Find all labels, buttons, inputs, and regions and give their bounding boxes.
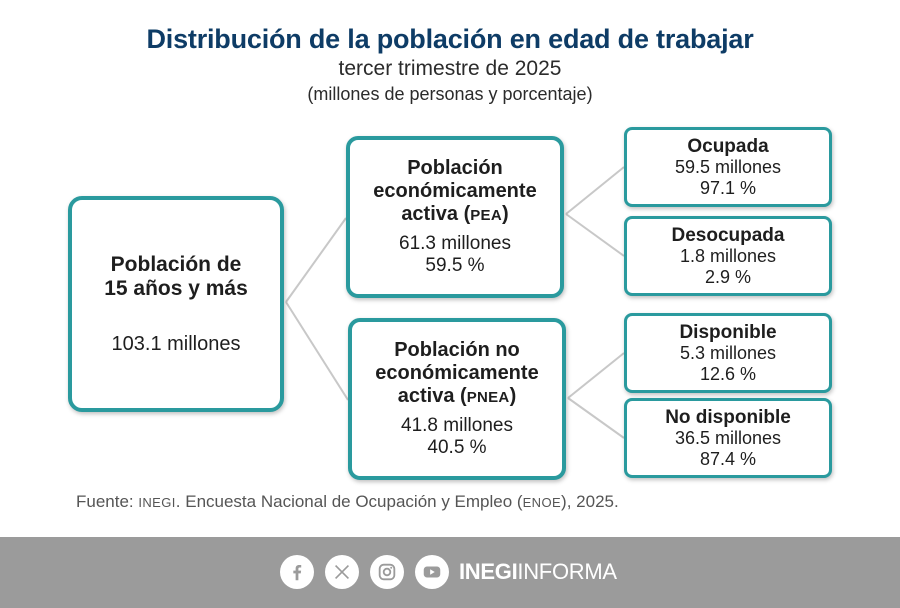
ocupada-value: 59.5 millones	[674, 156, 782, 177]
youtube-icon[interactable]	[415, 555, 449, 589]
footer-bar: INEGIINFORMA	[0, 537, 900, 608]
pnea-label-line1: Población no	[394, 339, 520, 361]
source-note: Fuente: INEGI. Encuesta Nacional de Ocup…	[76, 492, 619, 512]
pnea-percent: 40.5 %	[427, 437, 487, 458]
desocupada-percent: 2.9 %	[704, 266, 752, 287]
source-suffix: ), 2025.	[561, 492, 619, 511]
pnea-label-line3: activa (PNEA)	[398, 385, 516, 409]
pnea-abbr: PNEA	[466, 389, 510, 406]
x-icon[interactable]	[325, 555, 359, 589]
no-disponible-percent: 87.4 %	[699, 448, 757, 469]
source-org: INEGI	[138, 495, 176, 510]
ocupada-percent: 97.1 %	[699, 177, 757, 198]
desocupada-node-box: Desocupada 1.8 millones 2.9 %	[624, 216, 832, 296]
pea-label-line3: activa (PEA)	[401, 203, 508, 227]
connector-pnea-disponible	[567, 352, 625, 399]
pnea-value: 41.8 millones	[401, 415, 513, 436]
root-value: 103.1 millones	[111, 333, 241, 355]
facebook-icon[interactable]	[280, 555, 314, 589]
no-disponible-value: 36.5 millones	[674, 427, 782, 448]
ocupada-label: Ocupada	[687, 135, 769, 157]
pea-label-prefix: activa (	[401, 203, 471, 225]
pnea-node-box: Población no económicamente activa (PNEA…	[348, 318, 566, 480]
pea-value: 61.3 millones	[399, 233, 511, 254]
disponible-label: Disponible	[679, 321, 777, 343]
connector-pnea-nodisponible	[567, 397, 625, 439]
pea-node-box: Población económicamente activa (PEA) 61…	[346, 136, 564, 298]
pnea-label-line2: económicamente	[375, 362, 539, 384]
page-title: Distribución de la población en edad de …	[146, 24, 754, 54]
root-label-line1: Población de	[110, 253, 242, 276]
pea-label-line1: Población	[407, 157, 503, 179]
connector-pea-ocupada	[565, 166, 625, 215]
disponible-node-box: Disponible 5.3 millones 12.6 %	[624, 313, 832, 393]
disponible-value: 5.3 millones	[679, 342, 777, 363]
page-subtitle: tercer trimestre de 2025	[338, 57, 562, 80]
pnea-label-prefix: activa (	[397, 385, 467, 407]
connector-pea-desocupada	[565, 213, 625, 257]
pea-label-line2: económicamente	[373, 180, 537, 202]
source-middle: . Encuesta Nacional de Ocupación y Emple…	[175, 492, 523, 511]
no-disponible-label: No disponible	[665, 406, 791, 428]
pnea-values: 41.8 millones 40.5 %	[401, 415, 513, 459]
pea-label-suffix: )	[502, 203, 509, 225]
connector-root-pea	[285, 217, 347, 303]
inegi-informa-brand[interactable]: INEGIINFORMA	[459, 559, 617, 585]
disponible-percent: 12.6 %	[699, 363, 757, 384]
pea-abbr: PEA	[470, 207, 502, 224]
instagram-icon[interactable]	[370, 555, 404, 589]
root-node-box: Población de 15 años y más 103.1 millone…	[68, 196, 284, 412]
source-prefix: Fuente:	[76, 492, 139, 511]
no-disponible-node-box: No disponible 36.5 millones 87.4 %	[624, 398, 832, 478]
pea-values: 61.3 millones 59.5 %	[399, 233, 511, 277]
brand-light: INFORMA	[517, 559, 617, 584]
root-label-line2: 15 años y más	[104, 277, 248, 300]
connector-root-pnea	[285, 301, 349, 401]
pnea-label-suffix: )	[509, 385, 517, 407]
pea-percent: 59.5 %	[425, 255, 485, 276]
desocupada-value: 1.8 millones	[679, 245, 777, 266]
brand-bold: INEGI	[459, 559, 518, 584]
source-survey: ENOE	[522, 495, 562, 510]
ocupada-node-box: Ocupada 59.5 millones 97.1 %	[624, 127, 832, 207]
desocupada-label: Desocupada	[671, 224, 785, 246]
units-note: (millones de personas y porcentaje)	[307, 84, 593, 104]
